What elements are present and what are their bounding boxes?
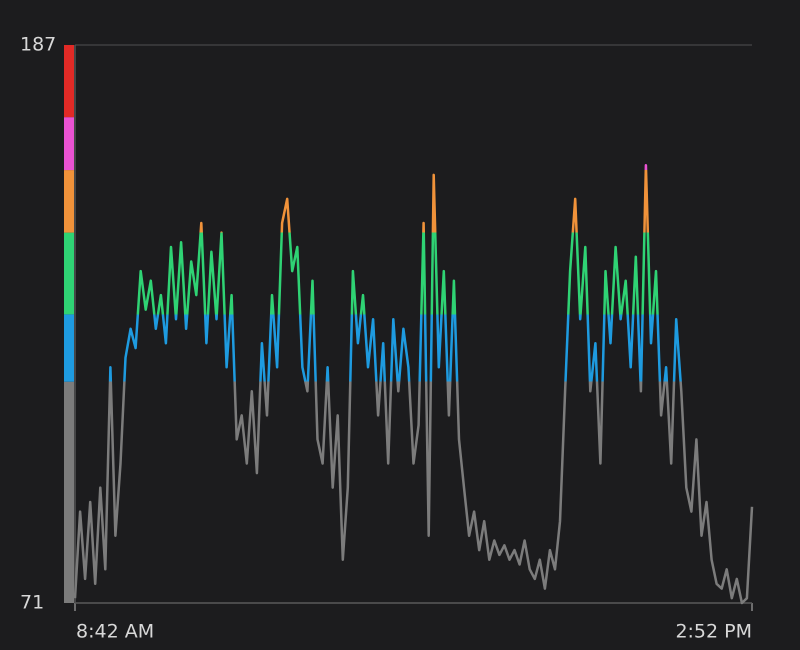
zone-bar	[64, 170, 74, 233]
zone-bar	[64, 117, 74, 171]
x-tick-label: 2:52 PM	[675, 621, 752, 643]
y-tick-label: 71	[20, 592, 44, 614]
zone-bar	[64, 314, 74, 382]
x-tick-label: 8:42 AM	[76, 621, 154, 643]
zone-bar	[64, 381, 74, 603]
y-tick-label: 187	[20, 34, 56, 56]
zone-bar	[64, 232, 74, 315]
heart-rate-line	[73, 164, 754, 605]
zone-bar	[64, 45, 74, 118]
